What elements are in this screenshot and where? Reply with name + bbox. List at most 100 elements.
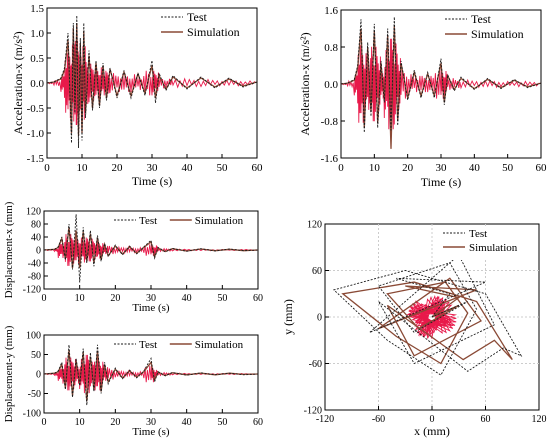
series-test-line [341,16,541,133]
x-tick-label: 20 [110,293,120,304]
legend: Test Simulation [439,226,535,260]
series-test-line [44,344,258,406]
legend-label: Test [139,339,157,351]
legend-box [439,226,535,260]
y-tick-label: -1.5 [27,153,45,165]
y-tick-label: -80 [28,272,41,283]
y-tick-label: -1.0 [27,128,45,140]
y-tick-label: -1.6 [321,153,339,165]
plot-area [44,344,258,406]
x-tick-label: 0 [430,414,435,425]
x-tick-label: -60 [372,414,385,425]
legend: Test Simulation [114,339,244,351]
chart-acc-x: 0 10 20 30 40 50 60 1.5 1.0 0.5 0.0 -0.5 -1.0 -1.5 Tim… [11,3,263,188]
x-tick-label: -120 [316,414,334,425]
legend-label: Simulation [195,215,244,227]
x-tick-label: 10 [369,162,381,174]
y-tick-label: -60 [309,359,322,370]
x-tick-label: 30 [146,417,156,428]
plot-area [341,16,541,149]
x-tick-label: 50 [217,162,229,174]
y-axis-label: Acceleration-x (m/s²) [11,31,25,134]
x-axis-label: Time (s) [132,302,170,314]
x-tick-label: 60 [253,417,263,428]
legend-box [157,10,253,46]
y-tick-label: 0.5 [30,53,44,65]
noise-trace [407,295,458,339]
y-tick-label: 0 [317,313,322,324]
x-tick-label: 50 [217,293,227,304]
y-tick-label: 50 [31,350,41,361]
x-tick-label: 20 [402,162,414,174]
y-tick-label: 80 [31,220,41,231]
x-tick-label: 30 [147,162,159,174]
x-tick-label: 50 [217,417,227,428]
y-tick-label: 0.0 [30,78,44,90]
y-tick-label: 0.8 [324,42,338,54]
legend-box [441,12,537,48]
y-tick-label: 0 [36,246,41,257]
x-tick-label: 0 [44,162,50,174]
legend-label: Simulation [195,339,244,351]
y-tick-label: 100 [26,331,41,342]
series-test-line [44,214,258,283]
legend-label: Test [471,12,491,26]
y-axis-label: Displacement-y (mm) [3,325,15,422]
y-tick-label: -0.5 [27,103,45,115]
legend-label: Simulation [469,242,518,254]
y-tick-label: 1.5 [30,3,44,15]
y-tick-label: -40 [28,259,41,270]
x-tick-label: 30 [146,293,156,304]
x-tick-label: 40 [469,162,481,174]
x-axis-label: Time (s) [421,175,462,189]
x-tick-label: 10 [75,417,85,428]
x-tick-label: 0 [42,417,47,428]
y-tick-label: -0.8 [321,116,339,128]
x-tick-label: 0 [338,162,344,174]
y-tick-label: -120 [304,406,322,417]
plot-area [44,214,258,283]
x-tick-label: 10 [77,162,89,174]
chart-disp-x: 0 10 20 30 40 50 60 120 80 40 0 -40 -80 -120 Time (s) D… [3,201,263,314]
x-tick-label: 0 [42,293,47,304]
legend-label: Test [187,10,207,24]
plot-area [47,15,257,149]
x-tick-label: 20 [110,417,120,428]
x-tick-label: 40 [182,417,192,428]
series-simulation-line [341,26,541,149]
y-axis-label: Acceleration-x (m/s²) [298,32,312,135]
x-tick-label: 50 [502,162,514,174]
x-tick-label: 30 [436,162,448,174]
x-tick-label: 40 [182,293,192,304]
legend-label: Simulation [471,27,524,41]
x-tick-label: 10 [75,293,85,304]
legend-label: Test [139,215,157,227]
x-axis-label: Time (s) [132,426,170,438]
x-tick-label: 60 [536,162,548,174]
y-tick-label: 60 [312,266,322,277]
x-tick-label: 120 [532,414,547,425]
x-tick-label: 60 [253,293,263,304]
y-tick-label: -120 [23,285,41,296]
legend-label: Simulation [187,25,240,39]
y-tick-label: 1.0 [30,28,44,40]
x-axis-label: x (mm) [414,424,450,438]
y-tick-label: 120 [307,220,322,231]
legend-label: Test [469,228,487,240]
series-test-line [47,15,257,149]
y-tick-label: 120 [26,207,41,218]
y-axis-label: y (mm) [281,299,295,335]
y-tick-label: 1.6 [324,5,338,17]
legend: Test Simulation [114,215,244,227]
y-tick-label: 0.0 [324,79,338,91]
y-tick-label: 0 [36,370,41,381]
y-tick-label: -100 [23,409,41,420]
x-tick-label: 60 [252,162,264,174]
x-tick-label: 20 [112,162,124,174]
series-simulation-line [341,277,513,365]
x-axis-label: Time (s) [132,174,173,188]
plot-area [333,254,523,376]
x-tick-label: 60 [481,414,491,425]
